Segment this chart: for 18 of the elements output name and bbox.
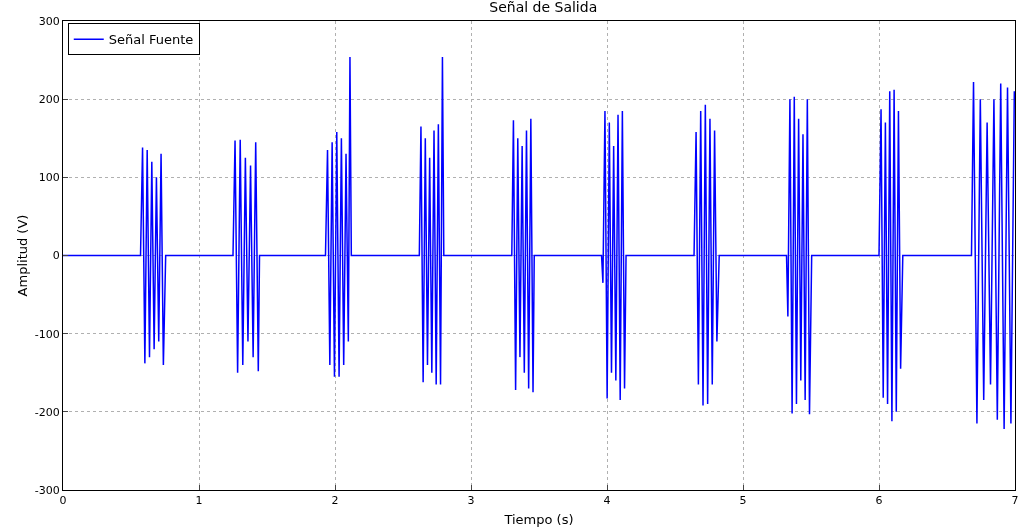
y-tick-label: -300 (34, 483, 60, 497)
y-tick-label: -100 (34, 327, 60, 341)
x-tick-label: 1 (195, 494, 203, 508)
x-tick-label: 5 (739, 494, 747, 508)
legend-label: Señal Fuente (108, 32, 194, 48)
x-tick-label: 6 (875, 494, 883, 508)
y-tick-label: 0 (52, 249, 60, 263)
y-tick-label: 300 (38, 14, 60, 28)
x-tick-label: 3 (467, 494, 475, 508)
y-tick-label: 100 (38, 171, 60, 185)
x-axis-title: Tiempo (s) (503, 512, 574, 527)
y-tick-label: -200 (34, 405, 60, 419)
chart-title: Señal de Salida (489, 0, 598, 16)
x-tick-label: 4 (603, 494, 611, 508)
x-tick-label: 7 (1011, 494, 1019, 508)
x-tick-label: 2 (331, 494, 339, 508)
y-axis-title: Amplitud (V) (15, 214, 30, 297)
y-tick-label: 200 (38, 93, 60, 107)
